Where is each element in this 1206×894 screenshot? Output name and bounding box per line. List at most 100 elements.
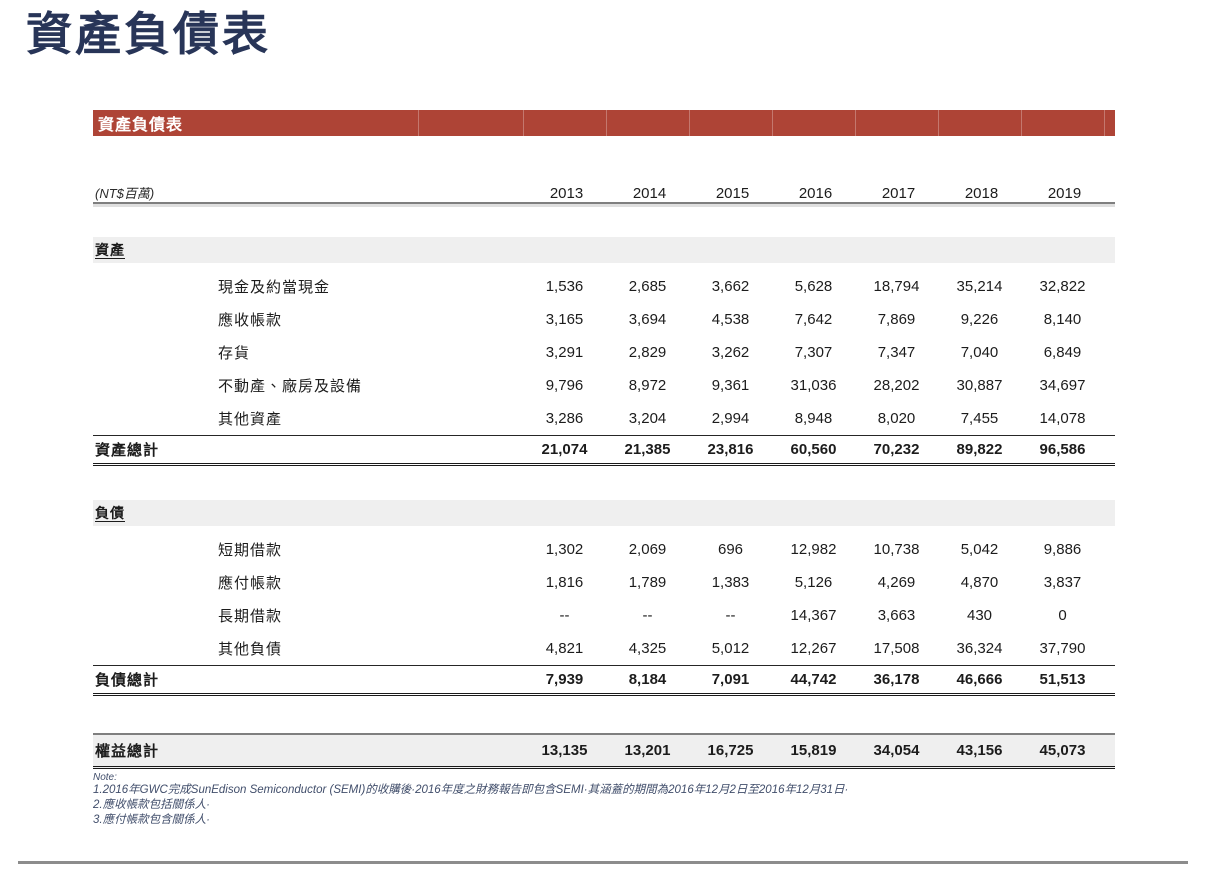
- value-cell: 8,972: [628, 377, 667, 394]
- year-header: 2015: [715, 185, 750, 202]
- row-label: 其他資產: [218, 411, 283, 428]
- section-title: 負債: [95, 505, 125, 521]
- value-cell: 13,201: [624, 742, 671, 759]
- value-cell: 3,291: [545, 344, 584, 361]
- notes: Note: 1.2016年GWC完成SunEdison Semiconducto…: [93, 772, 1115, 828]
- value-cell: 7,040: [960, 344, 999, 361]
- value-cell: 1,536: [545, 278, 584, 295]
- value-cell: 7,939: [545, 671, 584, 688]
- value-cell: 34,054: [873, 742, 920, 759]
- value-cell: 1,302: [545, 541, 584, 558]
- value-cell: 16,725: [707, 742, 754, 759]
- column-divider-icon: [523, 110, 524, 136]
- row-label: 應收帳款: [218, 312, 283, 329]
- value-cell: 2,829: [628, 344, 667, 361]
- data-row: 不動產、廠房及設備 9,796 8,972 9,361 31,036 28,202 30,8…: [93, 369, 1115, 402]
- value-cell: 3,286: [545, 410, 584, 427]
- value-cell: 8,140: [1043, 311, 1082, 328]
- value-cell: 28,202: [873, 377, 920, 394]
- column-divider-icon: [938, 110, 939, 136]
- value-cell: 36,178: [873, 671, 920, 688]
- row-label: 應付帳款: [218, 575, 283, 592]
- section-header-row: 資產: [93, 237, 1115, 263]
- value-cell: 43,156: [956, 742, 1003, 759]
- data-row: 長期借款 -- -- -- 14,367 3,663 430 0: [93, 599, 1115, 632]
- row-label: 負債總計: [95, 672, 160, 689]
- section-rows: 現金及約當現金 1,536 2,685 3,662 5,628 18,794 35,214 3…: [93, 270, 1115, 435]
- data-row: 應付帳款 1,816 1,789 1,383 5,126 4,269 4,870 3,837: [93, 566, 1115, 599]
- value-cell: 3,165: [545, 311, 584, 328]
- row-label: 其他負債: [218, 641, 283, 658]
- value-cell: 4,821: [545, 640, 584, 657]
- table-header-title: 資產負債表: [98, 117, 184, 134]
- value-cell: 30,887: [956, 377, 1003, 394]
- value-cell: 0: [1058, 607, 1067, 624]
- data-row: 存貨 3,291 2,829 3,262 7,307 7,347 7,040 6,849: [93, 336, 1115, 369]
- value-cell: 17,508: [873, 640, 920, 657]
- value-cell: 14,367: [790, 607, 837, 624]
- value-cell: 45,073: [1039, 742, 1086, 759]
- value-cell: 1,789: [628, 574, 667, 591]
- year-cells: 2013 2014 2015 2016 2017 2018 2019: [525, 185, 1106, 202]
- value-cell: 6,849: [1043, 344, 1082, 361]
- row-label: 短期借款: [218, 542, 283, 559]
- table-header-bar: 資產負債表: [93, 110, 1115, 136]
- value-cell: 1,383: [711, 574, 750, 591]
- value-cell: 2,994: [711, 410, 750, 427]
- value-cell: 8,020: [877, 410, 916, 427]
- value-cell: 7,642: [794, 311, 833, 328]
- value-cell: 7,347: [877, 344, 916, 361]
- note-heading: Note:: [93, 772, 117, 783]
- value-cell: 5,126: [794, 574, 833, 591]
- note-item: 3.應付帳款包含關係人·: [93, 814, 210, 826]
- value-cell: 8,184: [628, 671, 667, 688]
- value-cell: 4,870: [960, 574, 999, 591]
- data-row: 其他資產 3,286 3,204 2,994 8,948 8,020 7,455 14,078: [93, 402, 1115, 435]
- value-cell: 18,794: [873, 278, 920, 295]
- column-divider-icon: [1104, 110, 1105, 136]
- value-cell: 9,796: [545, 377, 584, 394]
- row-label: 現金及約當現金: [218, 279, 331, 296]
- data-row: 應收帳款 3,165 3,694 4,538 7,642 7,869 9,226 8,140: [93, 303, 1115, 336]
- value-cell: 51,513: [1039, 671, 1086, 688]
- value-cell: 430: [966, 607, 993, 624]
- value-cell: 12,267: [790, 640, 837, 657]
- value-cell: 35,214: [956, 278, 1003, 295]
- value-cell: 3,663: [877, 607, 916, 624]
- value-cell: 44,742: [790, 671, 837, 688]
- value-cell: 3,837: [1043, 574, 1082, 591]
- value-cell: 5,012: [711, 640, 750, 657]
- note-items: 1.2016年GWC完成SunEdison Semiconductor (SEM…: [93, 783, 1115, 828]
- value-cell: 4,269: [877, 574, 916, 591]
- value-cell: 3,262: [711, 344, 750, 361]
- data-row: 現金及約當現金 1,536 2,685 3,662 5,628 18,794 35,214 3…: [93, 270, 1115, 303]
- value-cell: 60,560: [790, 441, 837, 458]
- page-title: 資產負債表: [26, 8, 271, 60]
- value-cell: 89,822: [956, 441, 1003, 458]
- value-cell: 13,135: [541, 742, 588, 759]
- value-cell: 2,685: [628, 278, 667, 295]
- column-divider-icon: [689, 110, 690, 136]
- row-label: 權益總計: [95, 743, 160, 760]
- value-cell: --: [725, 607, 736, 624]
- value-cell: 37,790: [1039, 640, 1086, 657]
- value-cell: 15,819: [790, 742, 837, 759]
- value-cell: 7,091: [711, 671, 750, 688]
- row-label: 存貨: [218, 345, 251, 362]
- equity-total-row: 權益總計 13,135 13,201 16,725 15,819 34,054 43,156…: [93, 733, 1115, 769]
- value-cell: 3,204: [628, 410, 667, 427]
- note-item: 1.2016年GWC完成SunEdison Semiconductor (SEM…: [93, 784, 849, 796]
- value-cell: 9,226: [960, 311, 999, 328]
- note-item: 2.應收帳款包括關係人·: [93, 799, 210, 811]
- value-cell: 32,822: [1039, 278, 1086, 295]
- value-cell: 36,324: [956, 640, 1003, 657]
- value-cell: 14,078: [1039, 410, 1086, 427]
- value-cell: 23,816: [707, 441, 754, 458]
- value-cell: 4,325: [628, 640, 667, 657]
- year-header: 2019: [1047, 185, 1082, 202]
- value-cell: 7,869: [877, 311, 916, 328]
- year-header: 2014: [632, 185, 667, 202]
- value-cell: 5,042: [960, 541, 999, 558]
- section-rows: 短期借款 1,302 2,069 696 12,982 10,738 5,042 9,886 應…: [93, 533, 1115, 665]
